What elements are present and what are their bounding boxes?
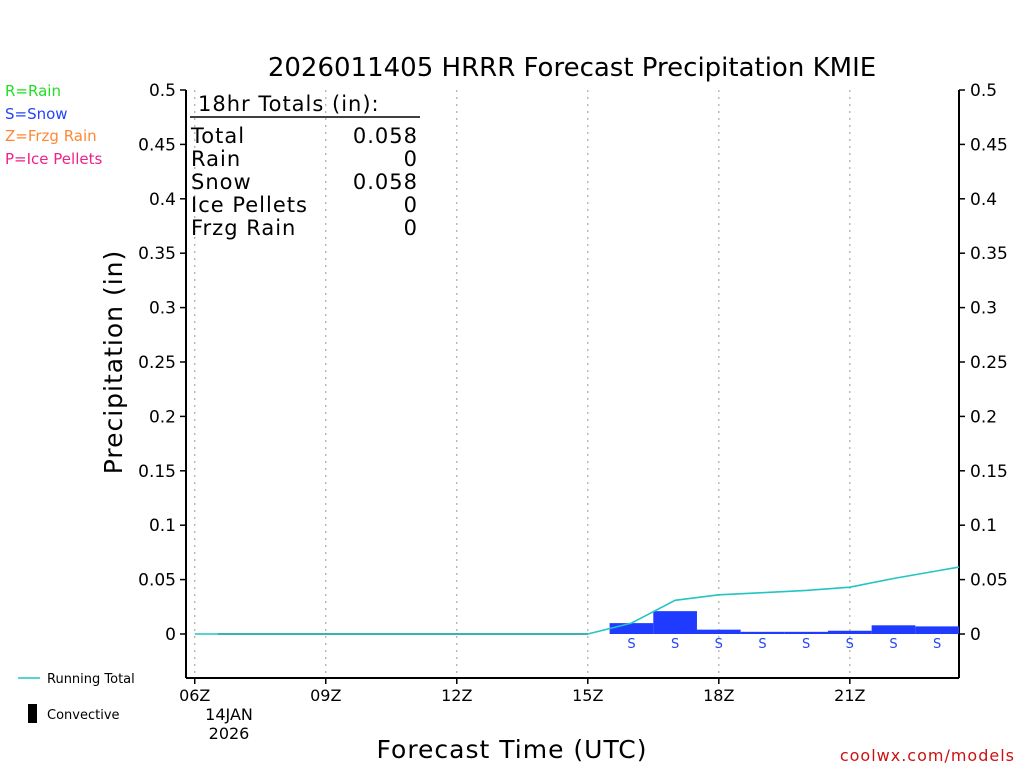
precip-bar	[653, 611, 697, 634]
y-tick-label-left: 0.15	[138, 462, 176, 482]
precip-bar	[827, 630, 872, 634]
y-tick-label-left: 0.05	[138, 571, 176, 591]
ptype-legend: R=Rain S=Snow Z=Frzg Rain P=Ice Pellets	[5, 82, 102, 168]
y-tick-label-right: 0	[970, 625, 981, 645]
totals-header: 18hr Totals (in):	[198, 92, 380, 116]
y-tick-label-left: 0	[165, 625, 176, 645]
convective-legend: Convective	[47, 708, 120, 723]
ptype-label: S	[715, 637, 723, 652]
x-tick-label: 06Z	[179, 686, 210, 705]
y-tick-label-right: 0.4	[970, 190, 997, 210]
y-tick-label-right: 0.45	[970, 135, 1008, 155]
ptype-label: S	[627, 637, 635, 652]
precip-bar	[740, 631, 785, 634]
y-tick-label-right: 0.5	[970, 81, 997, 101]
legend-snow: S=Snow	[5, 105, 68, 123]
x-ticks: 06Z 09Z 12Z 15Z 18Z 21Z	[179, 678, 866, 705]
x-tick-label: 12Z	[441, 686, 472, 705]
running-total-line	[194, 566, 960, 635]
totals-value: 0	[404, 147, 418, 171]
y-tick-label-left: 0.4	[149, 190, 176, 210]
date-label-year: 2026	[209, 724, 250, 743]
y-tick-label-right: 0.25	[970, 353, 1008, 373]
running-total-extension	[937, 566, 960, 572]
totals-box: 18hr Totals (in): Total 0.058 Rain 0 Snow 0.0…	[190, 92, 420, 240]
totals-label: Total	[190, 124, 245, 148]
running-total-polyline	[194, 570, 938, 635]
y-tick-label-left: 0.45	[138, 135, 176, 155]
ptype-label: S	[671, 637, 679, 652]
y-tick-label-right: 0.3	[970, 299, 997, 319]
precip-bar	[784, 631, 828, 634]
y-tick-label-left: 0.5	[149, 81, 176, 101]
legend-rain: R=Rain	[5, 82, 61, 100]
y-tick-label-right: 0.1	[970, 516, 997, 536]
gridlines	[194, 90, 851, 678]
precip-bar	[915, 626, 959, 634]
x-tick-label: 18Z	[703, 686, 734, 705]
totals-rows: Total 0.058 Rain 0 Snow 0.058 Ice Pellets 0 Frzg…	[190, 124, 418, 240]
y-tick-label-right: 0.35	[970, 244, 1008, 264]
x-tick-label: 21Z	[834, 686, 865, 705]
convective-swatch	[28, 704, 37, 723]
date-label-day: 14JAN	[205, 705, 253, 724]
y-axis-label: Precipitation (in)	[99, 250, 128, 475]
ptype-label: S	[802, 637, 810, 652]
ptype-label: S	[758, 637, 766, 652]
y-tick-label-right: 0.05	[970, 571, 1008, 591]
totals-value: 0	[404, 216, 418, 240]
chart-title: 2026011405 HRRR Forecast Precipitation K…	[268, 53, 876, 83]
precip-bar	[696, 629, 741, 634]
precip-bar	[871, 625, 916, 634]
y-tick-label-left: 0.25	[138, 353, 176, 373]
totals-value: 0	[404, 193, 418, 217]
ptype-label: S	[933, 637, 941, 652]
site-credit: coolwx.com/models	[840, 746, 1015, 765]
legend-frzg-rain: Z=Frzg Rain	[5, 127, 97, 145]
y-tick-label-left: 0.3	[149, 299, 176, 319]
running-total-legend: Running Total	[47, 672, 135, 687]
y-ticks: 0 00.05 0.050.1 0.10.15 0.150.2 0.20.25 0.250.…	[138, 81, 1008, 645]
y-tick-label-left: 0.1	[149, 516, 176, 536]
totals-value: 0.058	[353, 170, 418, 194]
totals-label: Ice Pellets	[191, 193, 308, 217]
y-tick-label-right: 0.15	[970, 462, 1008, 482]
totals-label: Rain	[191, 147, 241, 171]
totals-value: 0.058	[353, 124, 418, 148]
totals-label: Snow	[191, 170, 252, 194]
x-axis-label: Forecast Time (UTC)	[377, 735, 648, 764]
y-tick-label-left: 0.2	[149, 407, 176, 427]
hourly-bars	[609, 611, 959, 634]
legend-ice-pellets: P=Ice Pellets	[5, 150, 102, 168]
x-tick-label: 15Z	[572, 686, 603, 705]
totals-label: Frzg Rain	[191, 216, 296, 240]
x-tick-label: 09Z	[310, 686, 341, 705]
y-tick-label-right: 0.2	[970, 407, 997, 427]
precip-bar	[609, 623, 654, 634]
ptype-label: S	[846, 637, 854, 652]
y-tick-label-left: 0.35	[138, 244, 176, 264]
line-legend: Running Total Convective	[18, 672, 135, 723]
ptype-label: S	[889, 637, 897, 652]
